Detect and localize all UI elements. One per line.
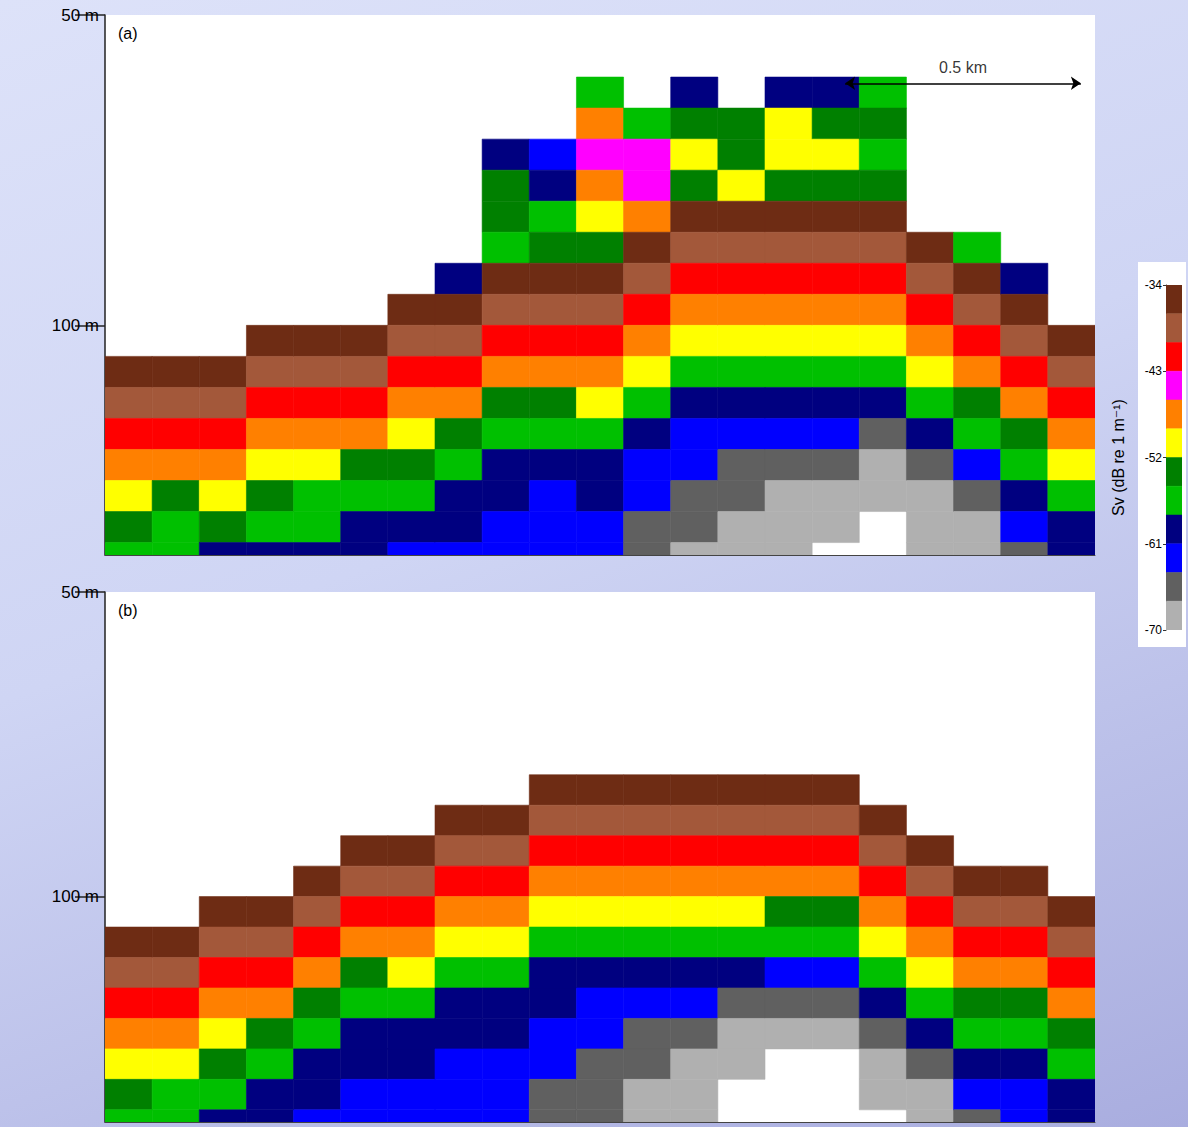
svg-text:(a): (a) — [118, 25, 138, 42]
svg-text:(b): (b) — [118, 602, 138, 619]
svg-text:0.5 km: 0.5 km — [939, 59, 987, 76]
svg-text:-43: -43 — [1145, 364, 1163, 378]
svg-text:-70: -70 — [1145, 623, 1163, 637]
svg-text:-61: -61 — [1145, 537, 1163, 551]
svg-text:50 m: 50 m — [61, 6, 99, 25]
svg-text:Sv (dB re 1 m⁻¹): Sv (dB re 1 m⁻¹) — [1110, 399, 1127, 516]
svg-text:100 m: 100 m — [52, 316, 99, 335]
svg-text:100 m: 100 m — [52, 887, 99, 906]
svg-text:-34: -34 — [1145, 278, 1163, 292]
svg-text:50 m: 50 m — [61, 583, 99, 602]
svg-text:-52: -52 — [1145, 451, 1163, 465]
